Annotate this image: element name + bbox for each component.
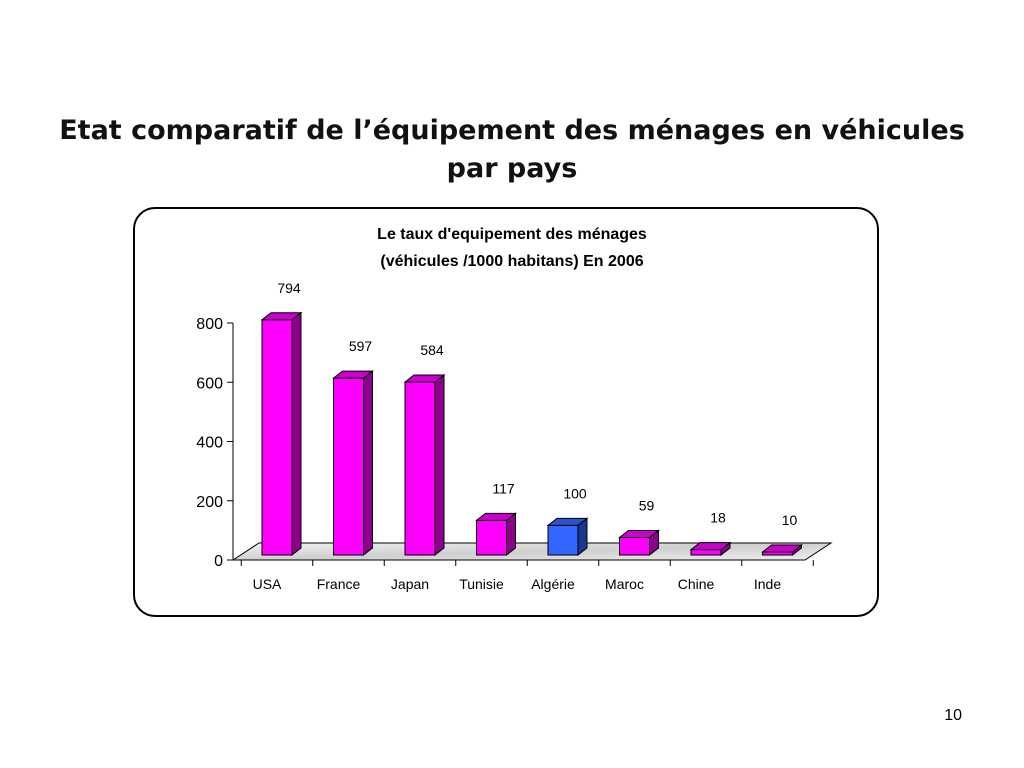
- bar-front: [476, 519, 507, 556]
- x-tick-label: France: [317, 576, 361, 592]
- chart-title-line2: (véhicules /1000 habitans) En 2006: [380, 253, 644, 270]
- chart-title-line1: Le taux d'equipement des ménages: [377, 226, 647, 243]
- bar-front: [547, 524, 579, 556]
- bar-front: [261, 319, 293, 556]
- bar-inde: [761, 544, 803, 557]
- y-tick-label: 600: [196, 375, 223, 392]
- bar-top: [403, 374, 446, 383]
- data-label: 794: [277, 280, 301, 296]
- bar-side: [434, 373, 445, 557]
- data-label: 584: [420, 342, 444, 358]
- bar-front: [619, 537, 650, 556]
- x-tick-label: Japan: [391, 576, 429, 592]
- x-tick-label: Maroc: [605, 576, 644, 592]
- bar-side: [363, 370, 373, 557]
- y-tick-label: 400: [196, 435, 223, 452]
- y-tick-label: 800: [196, 316, 223, 333]
- slide-title: Etat comparatif de l’équipement des ména…: [40, 112, 984, 188]
- bar-side: [291, 311, 302, 557]
- bar-chine: [689, 541, 732, 557]
- bar-top: [260, 312, 303, 321]
- bar-algérie: [546, 517, 589, 557]
- bar-tunisie: [475, 512, 517, 557]
- data-label: 597: [349, 338, 373, 354]
- data-label: 18: [710, 510, 726, 526]
- bar-france: [332, 370, 374, 557]
- data-label: 100: [563, 485, 587, 501]
- x-tick-label: Inde: [754, 576, 781, 592]
- bar-top: [689, 542, 732, 551]
- page-number: 10: [944, 707, 962, 724]
- bar-japan: [403, 373, 446, 557]
- bar-front: [690, 549, 722, 556]
- x-tick-label: Chine: [678, 576, 715, 592]
- bar-top: [546, 517, 589, 526]
- data-label: 10: [782, 512, 798, 528]
- y-tick-label: 200: [196, 494, 223, 511]
- x-tick-label: USA: [253, 576, 282, 592]
- chart-floor: [231, 542, 833, 561]
- slide-title-line1: Etat comparatif de l’équipement des ména…: [59, 115, 965, 146]
- bar-maroc: [618, 529, 660, 557]
- bar-top: [475, 512, 517, 521]
- data-label: 117: [492, 480, 515, 496]
- y-tick-label: 0: [214, 553, 223, 570]
- data-label: 59: [639, 498, 655, 514]
- bar-front: [404, 381, 436, 556]
- bar-top: [761, 544, 803, 553]
- bar-top: [332, 370, 374, 379]
- bar-usa: [260, 311, 303, 557]
- bar-front: [333, 377, 364, 556]
- x-tick-label: Tunisie: [459, 576, 504, 592]
- x-tick-label: Algérie: [531, 576, 575, 592]
- bar-top: [618, 530, 660, 539]
- slide-title-line2: par pays: [446, 153, 578, 184]
